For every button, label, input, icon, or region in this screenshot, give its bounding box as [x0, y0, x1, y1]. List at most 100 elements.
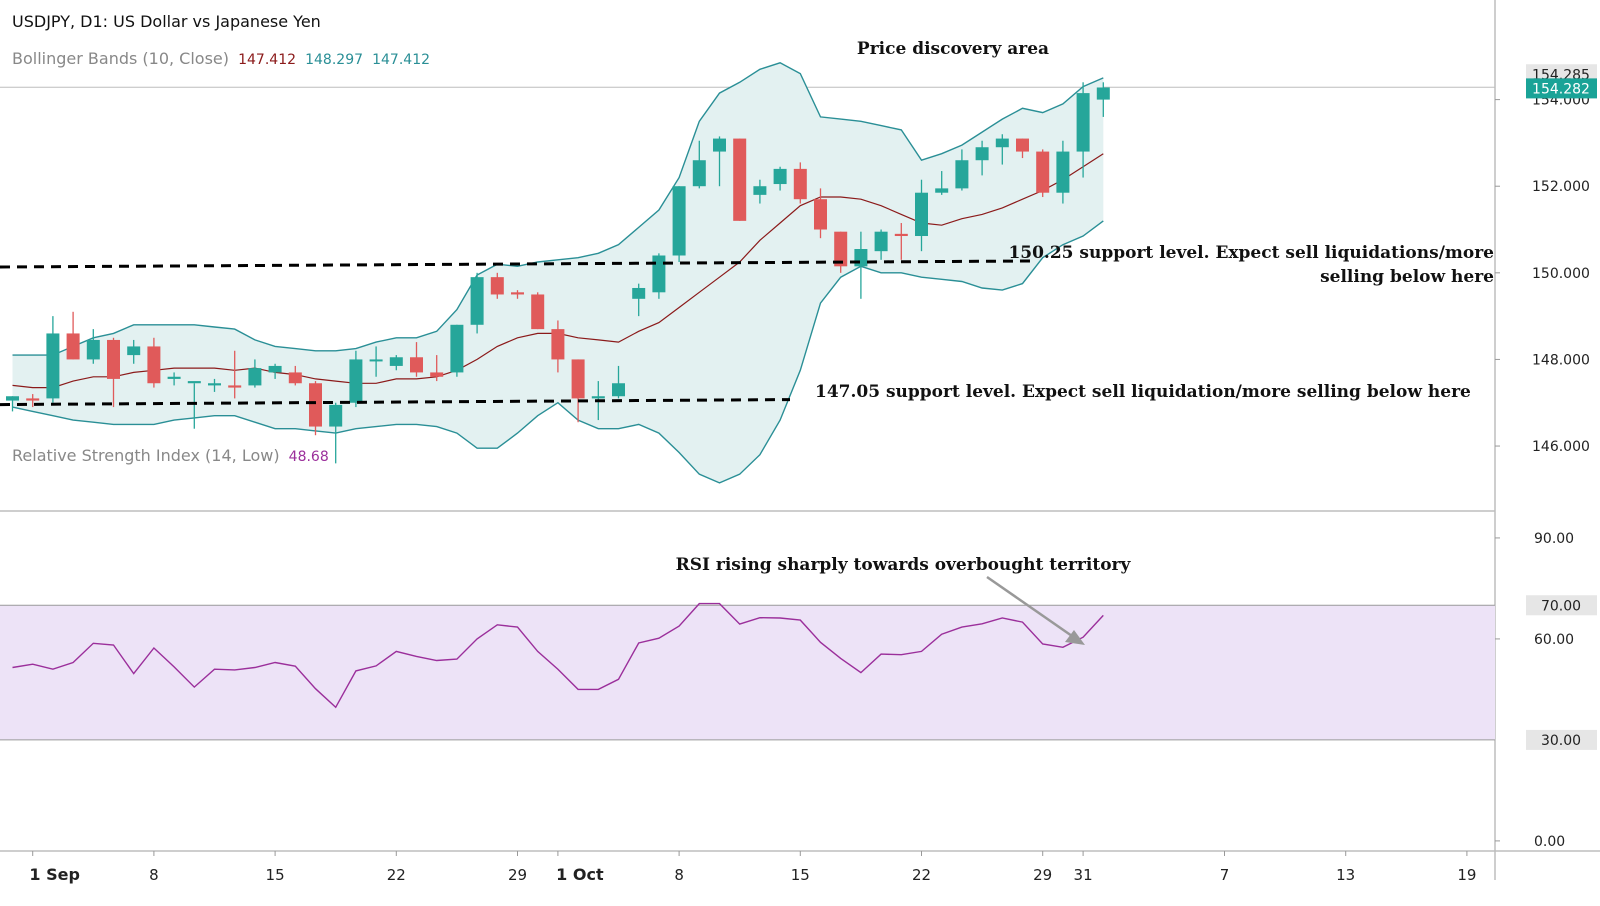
bollinger-legend-lower-value: 147.412	[372, 52, 431, 68]
time-tick-label: 29	[508, 866, 527, 884]
candle	[773, 166, 787, 191]
candle-body	[672, 186, 686, 256]
candle	[309, 381, 322, 436]
candle-body	[66, 333, 80, 360]
candle	[571, 359, 585, 423]
candle-body	[1076, 93, 1090, 152]
candle	[1056, 140, 1070, 204]
candle-body	[208, 383, 221, 386]
time-tick-label: 22	[387, 866, 406, 884]
candle	[208, 378, 221, 392]
candle-body	[955, 160, 969, 189]
time-tick-label: 8	[674, 866, 684, 884]
candle	[1036, 149, 1050, 198]
candle-body	[753, 186, 767, 195]
candle-body	[1036, 151, 1050, 193]
candle	[86, 329, 100, 364]
last-price-tag	[1526, 78, 1597, 99]
bollinger-legend: Bollinger Bands (10, Close) 147.412 148.…	[12, 49, 434, 68]
candle-body	[46, 333, 60, 399]
price-tick-label: 146.000	[1532, 439, 1590, 455]
price-tick-label: 150.000	[1532, 266, 1590, 282]
candle	[814, 188, 827, 239]
candle	[470, 272, 484, 334]
time-tick-label: 22	[912, 866, 931, 884]
candle-body	[894, 233, 908, 237]
candle	[248, 359, 262, 388]
annotation-price-discovery: Price discovery area	[857, 39, 1049, 59]
candle-body	[127, 346, 141, 356]
candle-body	[692, 160, 706, 187]
candle-body	[814, 199, 827, 230]
time-tick-label: 1 Sep	[29, 865, 80, 884]
candle	[450, 324, 464, 377]
rsi-zone-tag-label: 70.00	[1541, 598, 1581, 614]
candle-body	[6, 396, 19, 401]
candle	[288, 365, 302, 386]
time-tick-label: 15	[266, 866, 285, 884]
candle-body	[612, 383, 625, 397]
candle-body	[430, 372, 444, 377]
price-tick-label: 148.000	[1532, 352, 1590, 368]
rsi-zone	[0, 605, 1495, 740]
time-tick-label: 31	[1074, 866, 1093, 884]
candle-body	[1016, 138, 1029, 152]
candle	[1016, 138, 1029, 159]
candle	[268, 363, 282, 379]
candle-body	[450, 324, 464, 373]
candle-body	[288, 372, 302, 384]
candle-body	[167, 376, 181, 379]
candle	[410, 342, 423, 377]
candle	[1076, 82, 1090, 178]
candle-body	[268, 365, 282, 373]
annotation-arrowhead	[1065, 630, 1085, 645]
candle	[389, 355, 403, 371]
candle-body	[86, 339, 100, 360]
candle	[1096, 82, 1110, 117]
candle-body	[531, 294, 545, 330]
rsi-tick-label: 0.00	[1534, 834, 1565, 850]
rsi-tick-label: 60.00	[1534, 632, 1574, 648]
rsi-legend: Relative Strength Index (14, Low) 48.68	[12, 446, 333, 465]
time-tick-label: 19	[1457, 866, 1476, 884]
candle-body	[309, 383, 322, 427]
candle	[894, 223, 908, 260]
candle	[713, 136, 726, 187]
bollinger-legend-label: Bollinger Bands (10, Close)	[12, 49, 230, 68]
candle-body	[470, 277, 484, 325]
candle	[692, 140, 706, 189]
chart-title: USDJPY, D1: US Dollar vs Japanese Yen	[12, 12, 321, 31]
candle-body	[713, 138, 726, 152]
bollinger-upper-line	[12, 62, 1104, 356]
rsi-zone-tag-label: 30.00	[1541, 733, 1581, 749]
candle	[995, 134, 1009, 165]
candle	[915, 179, 928, 252]
bollinger-legend-upper-value: 148.297	[305, 52, 364, 68]
time-tick-label: 7	[1220, 866, 1230, 884]
time-tick-label: 8	[149, 866, 159, 884]
candle	[6, 396, 19, 412]
candle-body	[410, 357, 423, 373]
candle-body	[490, 277, 504, 295]
annotation-support-147-05: 147.05 support level. Expect sell liquid…	[815, 382, 1471, 402]
time-tick-label: 13	[1336, 866, 1355, 884]
candle-body	[571, 359, 585, 399]
candle-body	[187, 381, 201, 384]
candle-body	[632, 287, 646, 299]
chart-title-legend: USDJPY, D1: US Dollar vs Japanese Yen	[12, 12, 325, 31]
bollinger-legend-middle-value: 147.412	[238, 52, 297, 68]
candle-body	[511, 292, 524, 295]
candle	[228, 350, 242, 399]
annotation-support-150-25-cont: selling below here	[1320, 267, 1494, 287]
time-tick-label: 15	[791, 866, 810, 884]
candle	[107, 337, 120, 408]
candle-body	[26, 398, 40, 401]
candle-body	[389, 357, 403, 366]
candle-body	[733, 138, 747, 221]
candle	[652, 253, 666, 299]
candle	[975, 140, 989, 176]
candle	[26, 394, 40, 408]
annotation-support-150-25: 150.25 support level. Expect sell liquid…	[1008, 243, 1494, 263]
bollinger-band-fill	[12, 62, 1104, 483]
